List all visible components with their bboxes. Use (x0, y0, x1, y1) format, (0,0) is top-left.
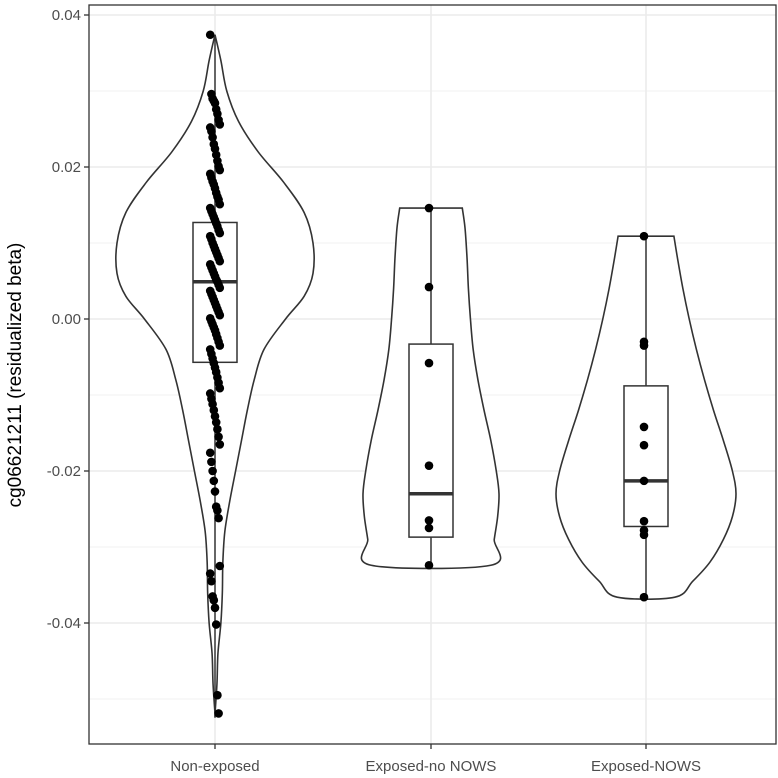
data-point (639, 476, 649, 486)
data-point (207, 576, 216, 586)
data-point (209, 476, 219, 486)
x-axis: Non-exposed Exposed-no NOWS Exposed-NOWS (170, 744, 701, 775)
y-axis-title: cg06621211 (residualized beta) (5, 243, 26, 508)
data-point (214, 513, 223, 523)
data-point (205, 30, 215, 40)
data-point (215, 228, 225, 238)
data-point (205, 569, 215, 578)
data-point (213, 424, 222, 434)
data-points (205, 30, 649, 718)
data-point (639, 341, 649, 350)
data-point (209, 595, 219, 605)
data-point (215, 165, 225, 175)
iqr-box-2 (408, 343, 454, 538)
data-point (211, 620, 221, 629)
data-point (424, 282, 434, 292)
data-point (207, 457, 216, 467)
data-point (211, 418, 221, 427)
data-point (208, 133, 217, 142)
data-point (639, 592, 649, 602)
data-point (215, 256, 225, 266)
data-point (215, 561, 225, 571)
y-tick-label: 0.04 (52, 7, 81, 24)
data-point (215, 440, 225, 449)
data-point (205, 448, 215, 458)
data-point (215, 283, 225, 293)
y-axis: -0.04 -0.02 0.00 0.02 0.04 (47, 7, 89, 632)
data-point (639, 440, 649, 450)
y-tick-label: 0.02 (52, 159, 81, 176)
y-tick-label: -0.04 (47, 615, 81, 632)
data-point (424, 203, 434, 213)
iqr-box-3 (623, 385, 669, 528)
data-point (424, 516, 434, 525)
data-point (424, 560, 434, 570)
data-point (639, 231, 649, 241)
data-point (215, 120, 225, 129)
data-point (213, 690, 222, 700)
data-point (208, 466, 217, 476)
data-point (424, 523, 434, 533)
x-tick-label: Exposed-NOWS (591, 758, 701, 775)
data-point (213, 506, 222, 515)
data-point (215, 383, 225, 393)
y-tick-label: 0.00 (52, 311, 81, 328)
data-point (639, 530, 649, 540)
plot-panel-border (88, 4, 777, 745)
y-tick-label: -0.02 (47, 463, 81, 480)
data-point (215, 199, 225, 209)
data-point (639, 516, 649, 526)
data-point (424, 461, 434, 470)
x-tick-label: Exposed-no NOWS (366, 758, 497, 775)
x-tick-label: Non-exposed (170, 758, 259, 775)
data-point (639, 422, 649, 432)
data-point (424, 358, 434, 368)
data-point (214, 432, 223, 442)
data-point (210, 487, 220, 496)
data-point (215, 310, 225, 320)
data-point (210, 603, 220, 613)
data-point (215, 341, 225, 350)
data-point (214, 709, 223, 718)
